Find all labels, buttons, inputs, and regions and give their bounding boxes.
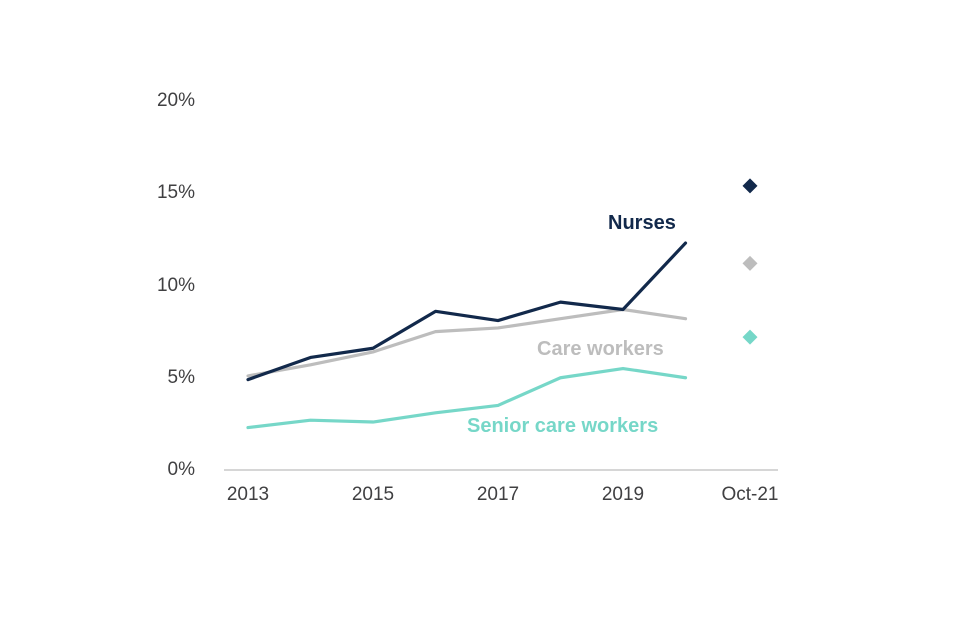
y-axis-tick-label: 0% bbox=[167, 459, 195, 480]
series-label-nurses: Nurses bbox=[608, 212, 676, 234]
y-axis-tick-label: 20% bbox=[156, 90, 195, 111]
oct21-diamond-marker-care-workers bbox=[742, 255, 758, 271]
oct21-diamond-marker-nurses bbox=[742, 178, 758, 194]
y-axis-tick-label: 10% bbox=[156, 275, 195, 296]
series-line-nurses bbox=[246, 241, 688, 382]
x-axis-tick-label: 2019 bbox=[601, 484, 645, 505]
y-axis-tick-label: 15% bbox=[156, 182, 195, 203]
x-axis-tick-label: 2013 bbox=[226, 484, 270, 505]
series-line-care-workers bbox=[246, 307, 688, 378]
series-label-care-workers: Care workers bbox=[537, 338, 664, 360]
oct21-diamond-marker-senior-care-workers bbox=[742, 329, 758, 345]
series-line-senior-care-workers bbox=[246, 366, 688, 430]
x-axis-tick-label: 2017 bbox=[476, 484, 520, 505]
series-label-senior-care-workers: Senior care workers bbox=[467, 415, 659, 437]
y-axis-tick-label: 5% bbox=[167, 367, 195, 388]
x-axis-tick-label: Oct-21 bbox=[721, 484, 779, 505]
x-axis-tick-label: 2015 bbox=[351, 484, 395, 505]
